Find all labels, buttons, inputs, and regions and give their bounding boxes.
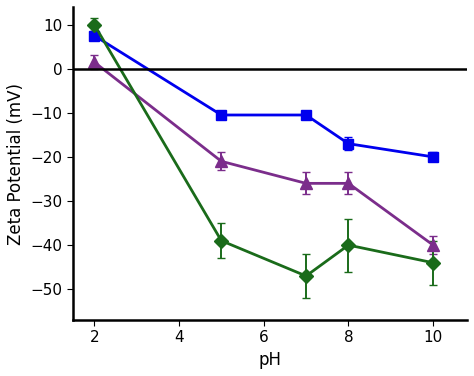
X-axis label: pH: pH [258,351,282,369]
Y-axis label: Zeta Potential (mV): Zeta Potential (mV) [7,82,25,244]
